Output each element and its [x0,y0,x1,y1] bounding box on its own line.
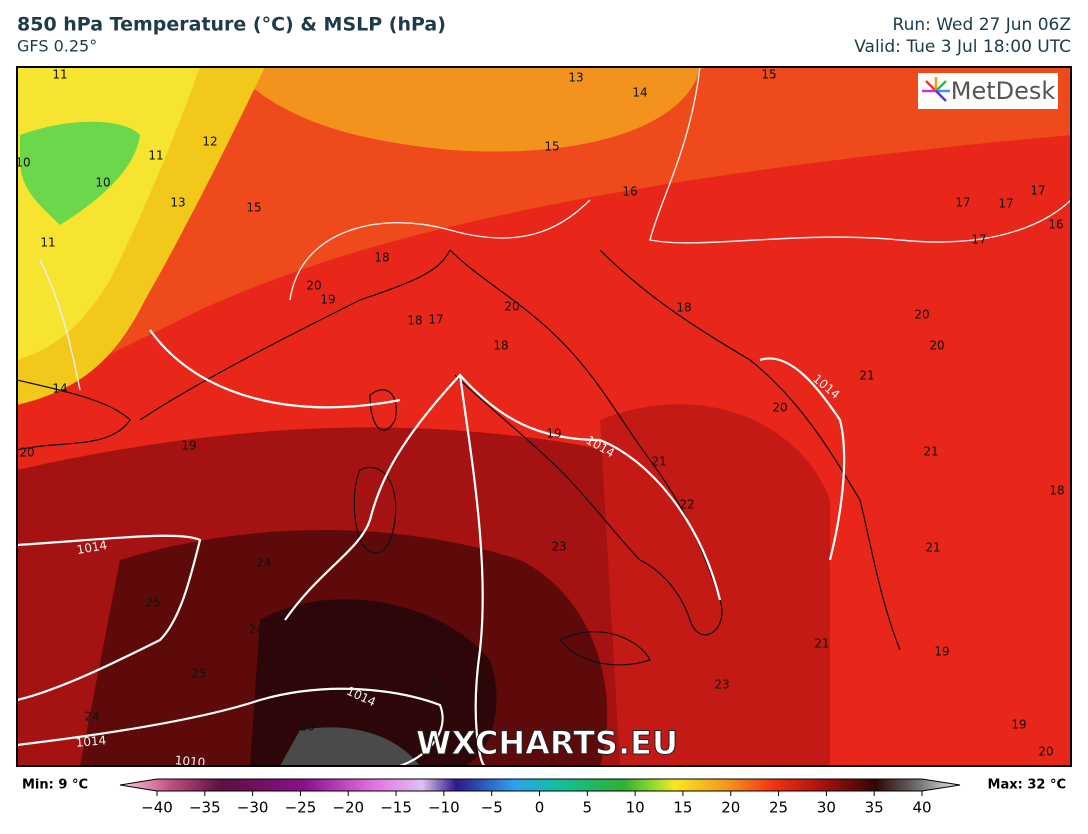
temperature-label: 17 [971,233,986,247]
colorbar-tick-label: 40 [912,799,931,817]
colorbar-tick-label: −20 [332,799,364,817]
colorbar-tick-label: −35 [189,799,221,817]
colorbar-tick-label: −10 [428,799,460,817]
temperature-label: 11 [148,149,163,163]
colorbar-tick-label: 5 [583,799,593,817]
temperature-label: 26 [299,720,314,734]
colorbar-tick-label: 15 [673,799,692,817]
temperature-label: 28 [427,678,442,692]
temperature-label: 19 [934,645,949,659]
colorbar-tick-label: 35 [865,799,884,817]
temperature-label: 25 [145,596,160,610]
temperature-label: 17 [998,197,1013,211]
temperature-label: 20 [772,401,787,415]
temperature-label: 12 [202,135,217,149]
temperature-label: 22 [679,498,694,512]
temperature-label: 19 [181,439,196,453]
min-label: Min: 9 °C [22,778,88,793]
colorbar [119,778,961,792]
temperature-label: 15 [246,201,261,215]
colorbar-tick-label: −15 [380,799,412,817]
temperature-label: 24 [256,556,271,570]
temperature-label: 17 [955,196,970,210]
colorbar-tick-label: 0 [535,799,545,817]
temperature-label: 24 [84,710,99,724]
temperature-label: 10 [95,176,110,190]
temperature-label: 20 [306,279,321,293]
colorbar-tick-label: −5 [481,799,503,817]
subtitle: GFS 0.25° [17,37,97,56]
temperature-label: 18 [374,251,389,265]
temperature-label: 18 [407,314,422,328]
temperature-label: 11 [52,68,67,82]
temperature-label: 14 [632,86,647,100]
isobar-label: 1010 [174,753,206,770]
logo-icon [922,77,950,102]
run-time: Run: Wed 27 Jun 06Z [893,15,1071,35]
temperature-label: 21 [925,541,940,555]
temperature-label: 15 [544,140,559,154]
max-label: Max: 32 °C [988,778,1066,793]
temperature-label: 13 [170,196,185,210]
logo-text: MetDesk [951,77,1056,105]
temperature-label: 20 [929,339,944,353]
temperature-label: 17 [1030,184,1045,198]
colorbar-tick-label: −25 [285,799,317,817]
temperature-label: 23 [551,540,566,554]
temperature-label: 13 [568,71,583,85]
temperature-label: 19 [546,427,561,441]
colorbar-tick-label: 20 [721,799,740,817]
temperature-label: 14 [52,382,67,396]
temperature-label: 21 [859,369,874,383]
colorbar-tick-label: 10 [626,799,645,817]
colorbar-tick-label: 30 [817,799,836,817]
temperature-label: 24 [248,623,263,637]
title: 850 hPa Temperature (°C) & MSLP (hPa) [17,14,446,36]
temperature-label: 20 [1038,745,1053,759]
temperature-label: 19 [1011,718,1026,732]
colorbar-tick-label: −30 [237,799,269,817]
temperature-label: 23 [714,678,729,692]
temperature-label: 17 [428,313,443,327]
watermark: WXCHARTS.EU [416,724,678,762]
temperature-label: 18 [493,339,508,353]
temperature-label: 16 [622,185,637,199]
colorbar-tick-label: 25 [769,799,788,817]
temperature-label: 21 [923,445,938,459]
temperature-label: 20 [19,446,34,460]
temperature-label: 11 [40,236,55,250]
temperature-label: 21 [814,637,829,651]
temperature-label: 15 [761,68,776,82]
temperature-label: 19 [320,293,335,307]
temperature-label: 10 [15,156,30,170]
map-frame [16,66,1072,767]
temperature-label: 20 [914,308,929,322]
isobar-label: 1014 [75,733,107,750]
temperature-label: 18 [1049,484,1064,498]
temperature-label: 18 [676,301,691,315]
colorbar-tick-label: −40 [141,799,173,817]
temperature-label: 21 [651,455,666,469]
temperature-label: 20 [504,300,519,314]
temperature-label: 16 [1048,218,1063,232]
valid-time: Valid: Tue 3 Jul 18:00 UTC [854,37,1071,57]
temperature-label: 25 [191,667,206,681]
isobar-label: 1014 [76,538,109,557]
